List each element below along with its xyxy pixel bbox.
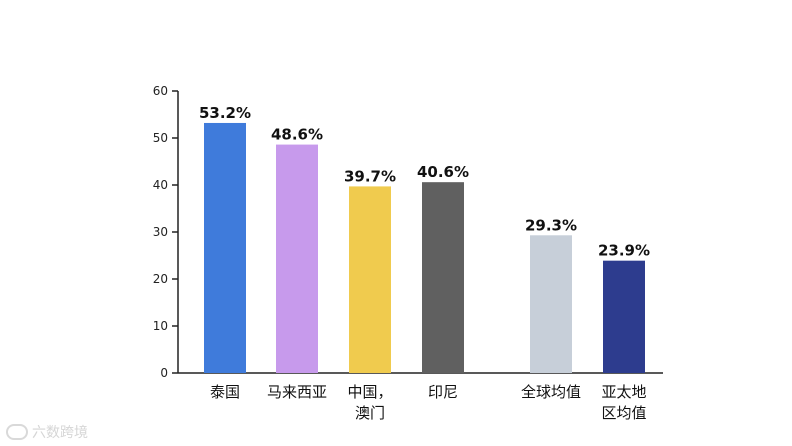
bar (349, 186, 391, 373)
watermark-text: 六数跨境 (32, 425, 88, 441)
data-label: 23.9% (598, 242, 650, 260)
watermark: 六数跨境 (6, 422, 88, 442)
y-tick-label: 10 (153, 319, 168, 333)
bar (530, 235, 572, 373)
data-label: 39.7% (344, 167, 396, 185)
category-label: 中国， (347, 383, 392, 401)
bar (422, 182, 464, 373)
category-label: 亚太地 (601, 383, 646, 401)
category-label: 全球均值 (521, 383, 581, 401)
data-label: 40.6% (417, 163, 469, 181)
category-label: 澳门 (355, 404, 385, 422)
y-tick-label: 0 (160, 366, 168, 380)
category-label: 马来西亚 (267, 383, 327, 401)
data-label: 48.6% (271, 126, 323, 144)
y-tick-label: 40 (153, 178, 168, 192)
y-tick-label: 20 (153, 272, 168, 286)
value-labels: 53.2% 48.6% 39.7% 40.6% 29.3% 23.9% (199, 104, 650, 260)
bar (603, 260, 645, 373)
y-tick-label: 60 (153, 84, 168, 98)
bars (204, 122, 645, 374)
bar (276, 144, 318, 373)
category-label: 印尼 (428, 383, 458, 401)
bar (204, 122, 246, 374)
y-tick-label: 50 (153, 131, 168, 145)
watermark-logo-icon (6, 424, 28, 440)
data-label: 53.2% (199, 104, 251, 122)
category-label: 区均值 (601, 404, 646, 422)
y-tick-label: 30 (153, 225, 168, 239)
y-axis-ticks: 0 10 20 30 40 50 60 (153, 84, 178, 380)
data-label: 29.3% (525, 216, 577, 234)
category-label: 泰国 (210, 383, 240, 401)
